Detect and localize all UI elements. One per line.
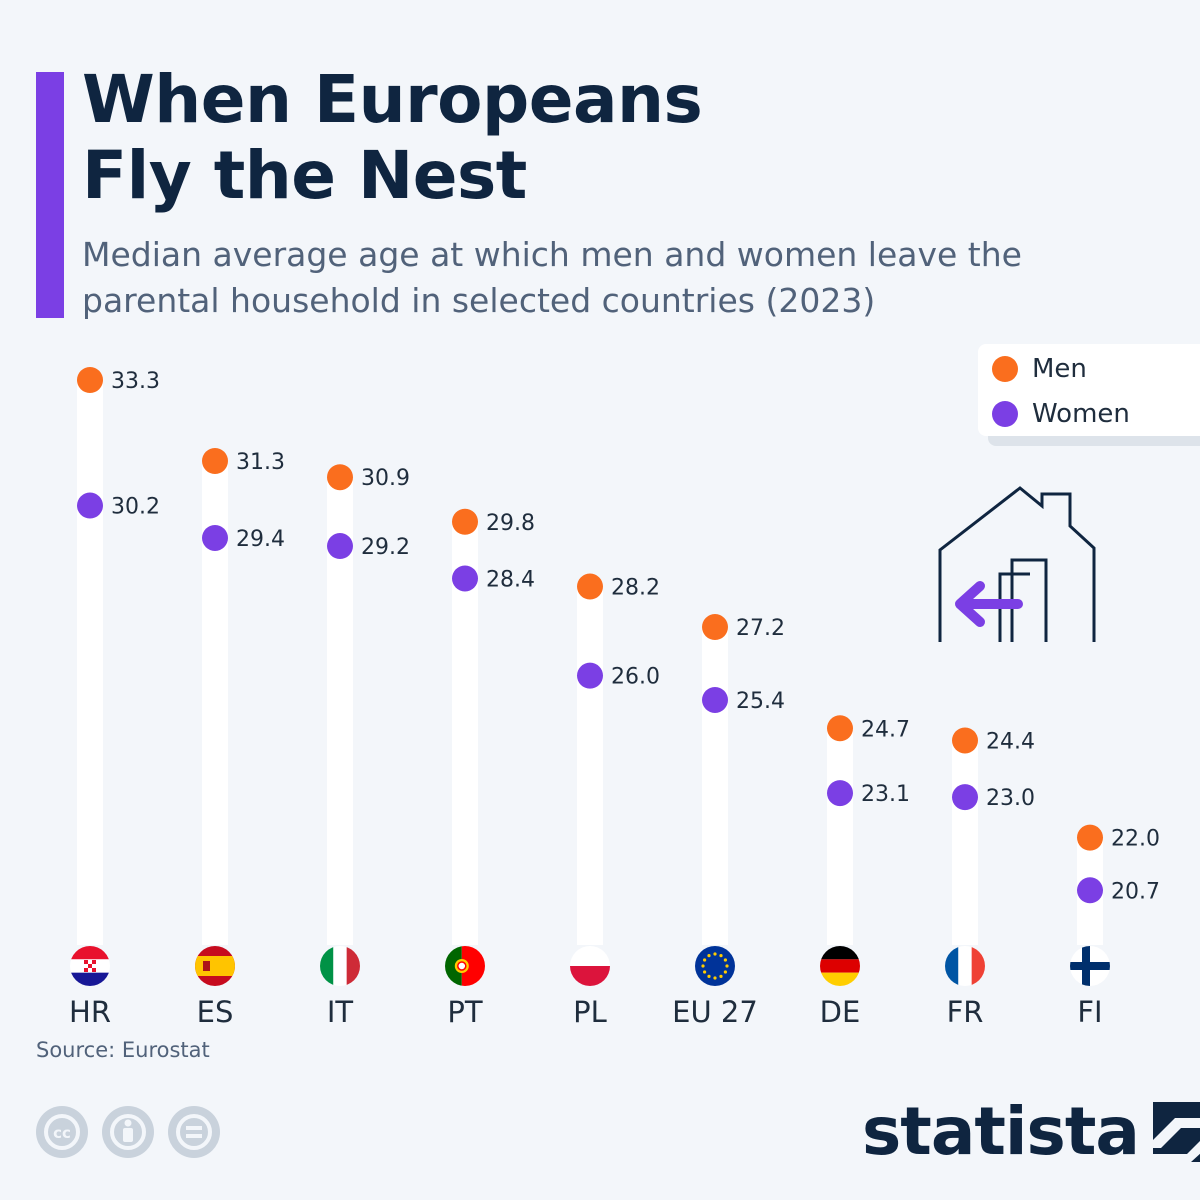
germany-flag-icon <box>820 946 860 986</box>
men-dot <box>452 508 478 535</box>
legend-swatch-men <box>992 356 1018 382</box>
category-label: DE <box>820 995 861 1029</box>
women-value-label: 23.0 <box>986 786 1035 811</box>
range-track <box>452 521 478 945</box>
men-value-label: 24.4 <box>986 729 1035 754</box>
women-value-label: 29.4 <box>236 527 285 552</box>
country-group-it: 30.9 29.2 IT <box>320 464 410 1029</box>
country-group-hr: 33.3 30.2 HR <box>69 367 160 1029</box>
legend-label-women: Women <box>1032 399 1130 429</box>
title-line-1: When Europeans <box>82 61 703 138</box>
women-value-label: 23.1 <box>861 782 910 807</box>
women-dot <box>577 662 603 689</box>
finland-flag-icon <box>1070 946 1110 986</box>
range-track <box>77 380 103 945</box>
italy-flag-icon <box>320 946 360 986</box>
category-label: ES <box>197 995 234 1029</box>
country-group-es: 31.3 29.4 ES <box>195 448 285 1029</box>
category-label: FI <box>1077 995 1102 1029</box>
no-derivatives-icon[interactable] <box>168 1106 220 1158</box>
spain-flag-icon <box>195 946 235 986</box>
men-value-label: 28.2 <box>611 576 660 601</box>
brand-wordmark: statista <box>862 1093 1140 1170</box>
statista-logo[interactable]: statista <box>862 1093 1200 1170</box>
croatia-flag-icon <box>70 946 110 986</box>
category-label: EU 27 <box>672 995 758 1029</box>
legend-item-women: Women <box>992 399 1130 429</box>
men-dot <box>952 727 978 754</box>
chart-legend: Men Women <box>978 344 1200 436</box>
france-flag-icon <box>945 946 985 986</box>
men-value-label: 29.8 <box>486 511 535 536</box>
country-group-pt: 29.8 28.4 PT <box>445 508 535 1029</box>
women-value-label: 20.7 <box>1111 879 1160 904</box>
legend-swatch-women <box>992 401 1018 427</box>
range-track <box>952 740 978 945</box>
men-value-label: 27.2 <box>736 616 785 641</box>
house-leaving-icon <box>938 486 1096 642</box>
range-track <box>702 627 728 945</box>
license-icons: cc <box>36 1106 220 1158</box>
men-dot <box>202 448 228 474</box>
range-track <box>827 728 853 945</box>
men-value-label: 22.0 <box>1111 827 1160 852</box>
men-dot <box>577 573 603 600</box>
men-value-label: 30.9 <box>361 466 410 491</box>
poland-flag-icon <box>570 946 610 986</box>
women-dot <box>827 780 853 807</box>
country-group-pl: 28.2 26.0 PL <box>570 573 660 1029</box>
women-value-label: 30.2 <box>111 495 160 520</box>
women-dot <box>327 533 353 560</box>
men-dot <box>1077 824 1103 851</box>
legend-item-men: Men <box>992 354 1087 384</box>
men-dot <box>827 715 853 742</box>
category-label: PT <box>447 995 482 1029</box>
women-value-label: 25.4 <box>736 689 785 714</box>
women-dot <box>202 524 228 551</box>
category-label: IT <box>327 995 354 1029</box>
men-value-label: 24.7 <box>861 717 910 742</box>
portugal-flag-icon <box>445 946 485 986</box>
title-line-2: Fly the Nest <box>82 137 527 214</box>
women-value-label: 28.4 <box>486 567 535 592</box>
attribution-icon[interactable] <box>102 1106 154 1158</box>
women-dot <box>702 686 728 713</box>
country-group-eu-27: 27.2 25.4 EU 27 <box>672 614 785 1029</box>
country-group-fi: 22.0 20.7 FI <box>1070 824 1160 1029</box>
statista-mark-icon <box>1152 1101 1200 1162</box>
women-dot <box>952 784 978 811</box>
page-title: When Europeans Fly the Nest <box>82 61 703 214</box>
women-dot <box>452 565 478 592</box>
creative-commons-icon[interactable]: cc <box>36 1106 88 1158</box>
men-dot <box>702 614 728 641</box>
title-accent-bar <box>36 72 64 318</box>
legend-label-men: Men <box>1032 354 1087 384</box>
country-group-de: 24.7 23.1 DE <box>820 715 910 1029</box>
women-dot <box>1077 877 1103 904</box>
men-dot <box>327 464 353 491</box>
category-label: HR <box>69 995 111 1029</box>
source-note: Source: Eurostat <box>36 1038 210 1062</box>
women-value-label: 29.2 <box>361 535 410 560</box>
category-label: FR <box>947 995 984 1029</box>
range-track <box>577 586 603 945</box>
men-value-label: 31.3 <box>236 450 285 475</box>
eu-flag-icon <box>695 946 735 986</box>
chart-subtitle: Median average age at which men and wome… <box>82 235 1022 320</box>
women-dot <box>77 492 103 519</box>
country-group-fr: 24.4 23.0 FR <box>945 727 1035 1029</box>
svg-text:cc: cc <box>53 1124 71 1142</box>
men-dot <box>77 367 103 393</box>
women-value-label: 26.0 <box>611 665 660 690</box>
category-label: PL <box>573 995 607 1029</box>
men-value-label: 33.3 <box>111 369 160 394</box>
